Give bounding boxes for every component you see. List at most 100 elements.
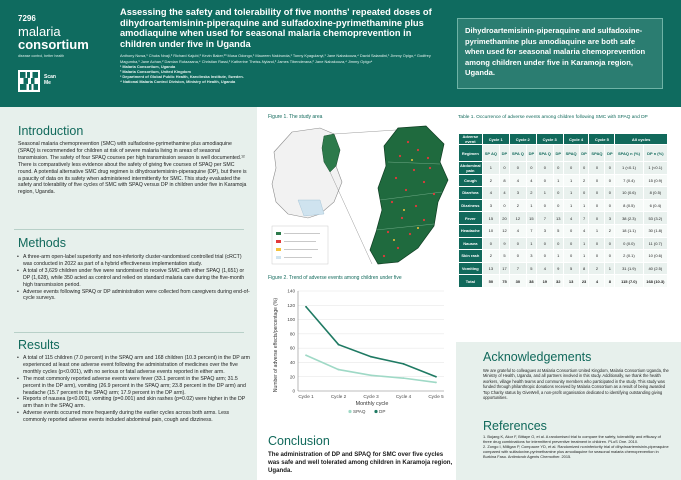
logo-tagline: disease control, better health <box>18 54 65 58</box>
table-cell: 0 <box>604 249 616 263</box>
poster-header: 7296 malaria consortium disease control,… <box>0 0 681 107</box>
references-heading: References <box>483 419 547 433</box>
table-cycle-header: Cycle 5 <box>588 133 616 145</box>
table-subheader-cell: SPA Q <box>508 144 527 162</box>
table-row-label: Total <box>458 274 483 288</box>
y-tick-label: 60 <box>290 346 296 351</box>
qr-code-icon[interactable] <box>18 70 40 92</box>
trend-chart-svg: Number of adverse effects/percentage (%)… <box>273 289 444 414</box>
table-cell: 12 <box>499 223 510 238</box>
table-row: Abdominal pain 1 0 0 0 0 0 0 0 0 0 1 (<0.1) 1 (<0.1) <box>458 161 669 175</box>
table-cell: 2 <box>481 173 501 188</box>
data-point-spaq <box>337 368 340 371</box>
table-cell: 0 <box>562 249 580 263</box>
table-cell: 4 <box>508 223 527 238</box>
table-subheader-cell: DP n (%) <box>642 144 669 162</box>
table-cell: 13 <box>552 211 564 225</box>
x-tick-label: Cycle 1 <box>298 394 314 399</box>
table-cell: 1 <box>578 236 590 251</box>
table-body: Abdominal pain 1 0 0 0 0 0 0 0 0 0 1 (<0.1) 1 (<0.1)… <box>458 161 669 288</box>
inset-connector <box>333 129 397 135</box>
logo-line1: malaria <box>18 24 61 39</box>
table-row-label: Fever <box>458 211 483 225</box>
author-list: Anthony Nuwa,¹ Chuks Nnaji,² Richard Kaj… <box>120 53 431 64</box>
introduction-text: Seasonal malaria chemoprevention (SMC) w… <box>18 141 247 196</box>
table-cell: 7 (0.4) <box>614 173 644 188</box>
table-row-label: Headache <box>458 223 483 238</box>
table-cell: 13 <box>562 274 580 288</box>
lake-victoria <box>297 199 325 217</box>
table-cell: 0 <box>552 236 564 251</box>
table-cell: 3 <box>525 249 537 263</box>
table-cell: 1 <box>481 161 501 175</box>
table-cell: 5 <box>525 261 537 276</box>
table-row-label: Vomiting <box>458 261 483 276</box>
table-cell: 0 <box>588 173 606 188</box>
reference-item: 2. Zongo I, Milligan P, Compaore YD, et … <box>483 444 669 460</box>
data-point-spaq <box>402 377 405 380</box>
table-subheader-cell: DP <box>525 144 537 162</box>
x-tick-label: Cycle 3 <box>363 394 379 399</box>
table-row-label: Nausea <box>458 236 483 251</box>
table-cell: 0 <box>604 236 616 251</box>
table-cell: 0 <box>562 161 580 175</box>
data-point-dp <box>435 375 437 378</box>
table-cycle-header: Cycle 1 <box>481 133 510 145</box>
poster-title: Assessing the safety and tolerability of… <box>120 7 432 49</box>
reference-list: 1. Bojang K, Akor F, Bittaye O, et al. A… <box>483 434 669 459</box>
table-cell: 0 <box>604 186 616 200</box>
table-cell: 1 <box>562 173 580 188</box>
table-subheader-cell: SPA Q <box>535 144 554 162</box>
table-cell: 0 <box>588 211 606 225</box>
table-cell: 0 <box>535 236 554 251</box>
conclusion-heading: Conclusion <box>268 434 330 448</box>
table-cell: 50 <box>481 274 501 288</box>
table-cell: 23 <box>578 274 590 288</box>
district-boundary <box>375 161 443 231</box>
table-cell: 19 <box>535 274 554 288</box>
table-corner-header: Adverse event <box>458 133 483 145</box>
table-cell: 53 (3.2) <box>642 211 669 225</box>
table-cell: 31 (1.9) <box>614 261 644 276</box>
table-subheader-row: Regimen SP AQ DP SPA Q DP SPA Q DP SPAQ DP SPAQ D… <box>458 144 669 162</box>
table-cell: 1 <box>525 236 537 251</box>
table-cell: 12 <box>508 211 527 225</box>
table-subheader-cell: DP <box>552 144 564 162</box>
table-cell: 17 <box>499 261 510 276</box>
table-cycle-header: Cycle 3 <box>535 133 564 145</box>
table-subheader-cell: SPAQ <box>588 144 606 162</box>
scan-me-label: Scan Me <box>44 74 56 86</box>
title-block: Assessing the safety and tolerability of… <box>120 7 450 85</box>
figure1-caption: Figure 1. The study area <box>268 114 323 120</box>
table-row-label: Diarrhea <box>458 186 483 200</box>
x-tick-label: Cycle 2 <box>331 394 347 399</box>
table-cell: 0 <box>578 161 590 175</box>
table-cell: 4 <box>578 223 590 238</box>
table-cell: 0 (0.0) <box>614 236 644 251</box>
table-row-label: Skin rash <box>458 249 483 263</box>
y-tick-label: 100 <box>287 317 295 322</box>
table-cell: 0 <box>499 198 510 213</box>
table-cell: 0 <box>525 161 537 175</box>
y-tick-label: 140 <box>287 289 295 294</box>
table-cell: 15 <box>481 211 501 225</box>
table-row: Total 50 75 30 38 19 32 13 23 4 8 115 (7.0) 168 (10.… <box>458 274 669 288</box>
table-cell: 0 <box>508 161 527 175</box>
key-message-box: Dihydroartemisinin-piperaquine and sulfa… <box>457 18 663 89</box>
table-cell: 40 (2.5) <box>642 261 669 276</box>
table-cell: 4 <box>525 173 537 188</box>
table-cell: 115 (7.0) <box>614 274 644 288</box>
table-cell: 0 <box>552 161 564 175</box>
table-cell: 0 <box>508 236 527 251</box>
table-cell: 8 (0.5) <box>642 186 669 200</box>
table-cell: 0 <box>552 186 564 200</box>
figure2-caption: Figure 2. Trend of adverse events among … <box>268 275 402 281</box>
table-cell: 38 <box>525 274 537 288</box>
list-item: Reports of nausea (p<0.001), vomiting (p… <box>16 396 250 410</box>
table-cell: 9 <box>552 261 564 276</box>
data-point-dp <box>305 305 307 308</box>
x-tick-label: Cycle 4 <box>396 394 412 399</box>
table-row: Nausea 0 9 0 1 0 0 0 1 0 0 0 (0.0) 11 (0.7) <box>458 236 669 251</box>
reference-item: 1. Bojang K, Akor F, Bittaye O, et al. A… <box>483 434 661 445</box>
table-row: Diarrhea 4 4 3 2 1 0 1 0 0 0 10 (0.6) 8 (0.5) <box>458 186 669 200</box>
